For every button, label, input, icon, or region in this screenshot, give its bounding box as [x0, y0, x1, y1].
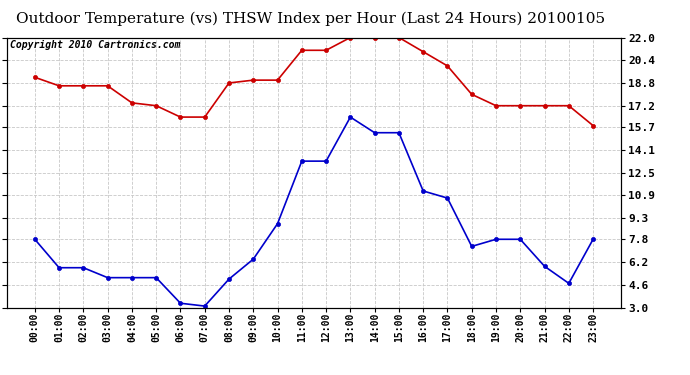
Text: Copyright 2010 Cartronics.com: Copyright 2010 Cartronics.com: [10, 40, 180, 50]
Text: Outdoor Temperature (vs) THSW Index per Hour (Last 24 Hours) 20100105: Outdoor Temperature (vs) THSW Index per …: [16, 11, 605, 26]
